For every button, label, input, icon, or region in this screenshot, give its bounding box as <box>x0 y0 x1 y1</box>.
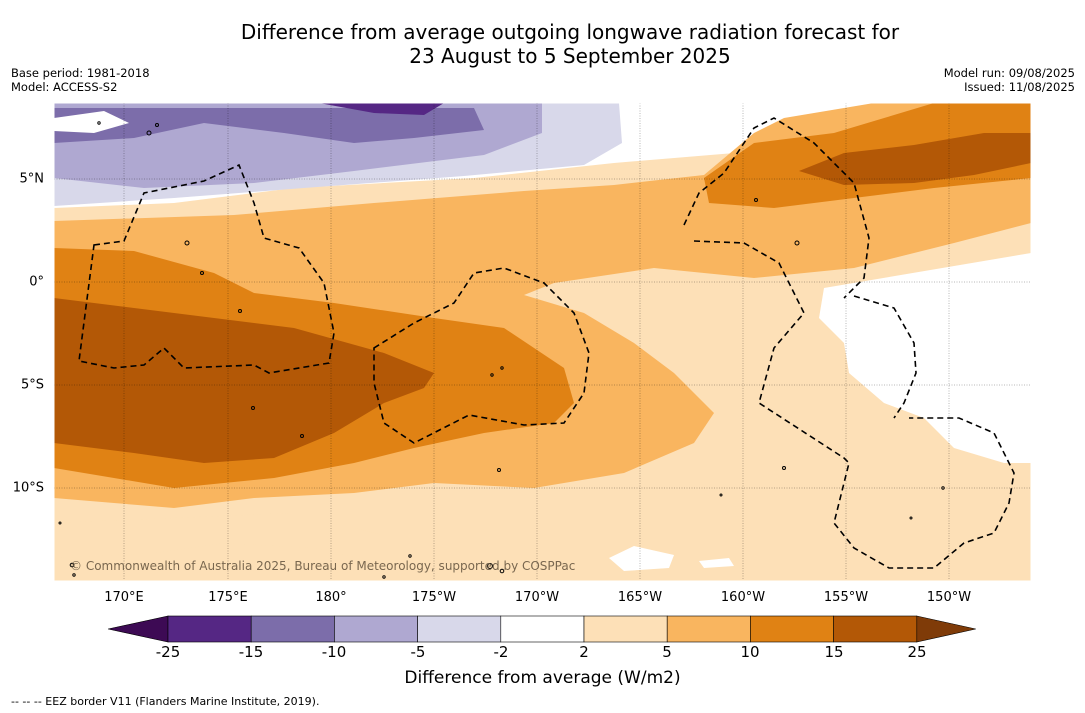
issued-date: Issued: 11/08/2025 <box>964 80 1075 94</box>
fill-level-15-25-west <box>54 298 434 463</box>
islands <box>58 121 945 579</box>
colorbar-title: Difference from average (W/m2) <box>404 668 681 688</box>
fill-neutral-south2 <box>699 558 734 568</box>
graticule <box>54 103 1031 581</box>
meta-right: Model run: 09/08/2025 Issued: 11/08/2025 <box>944 66 1075 94</box>
lon-label-165w: 165°W <box>617 590 663 605</box>
colorbar-arrow-low <box>108 615 169 643</box>
colorbar-segment <box>833 615 918 643</box>
lon-label-155w: 155°W <box>823 590 869 605</box>
lon-label-180: 180° <box>315 590 347 605</box>
colorbar-tick-5: 5 <box>662 643 672 661</box>
lat-label-10s: 10°S <box>12 480 44 496</box>
colorbar <box>108 615 976 643</box>
colorbar-segment <box>750 615 834 643</box>
lon-label-160w: 160°W <box>720 590 766 605</box>
fill-level-neg10-neg15 <box>54 108 484 143</box>
colorbar-tick-neg2: -2 <box>493 643 509 661</box>
model-run: Model run: 09/08/2025 <box>943 66 1075 80</box>
chart-title-line2: 23 August to 5 September 2025 <box>409 44 731 68</box>
chart-title: Difference from average outgoing longwav… <box>120 20 1020 68</box>
lon-label-170e: 170°E <box>104 590 144 605</box>
colorbar-tick-10: 10 <box>740 643 760 661</box>
colorbar-segment <box>666 615 751 643</box>
model-name: Model: ACCESS-S2 <box>11 80 118 94</box>
eez-footnote: -- -- -- EEZ border V11 (Flanders Marine… <box>11 695 320 708</box>
copyright-watermark: © Commonwealth of Australia 2025, Bureau… <box>70 559 576 573</box>
colorbar-tick-2: 2 <box>579 643 589 661</box>
eez-border-cook-north <box>683 117 870 299</box>
colorbar-tick-neg10: -10 <box>321 643 347 661</box>
eez-border-cook-east <box>853 295 917 419</box>
colorbar-tick-neg15: -15 <box>238 643 264 661</box>
colorbar-segment <box>500 615 585 643</box>
colorbar-segment <box>250 615 335 643</box>
anomaly-map <box>54 103 1031 581</box>
fill-neutral-topleft <box>54 111 129 133</box>
lat-label-5n: 5°N <box>19 171 45 187</box>
lon-label-175w: 175°W <box>411 590 457 605</box>
meta-left: Base period: 1981-2018 Model: ACCESS-S2 <box>11 66 150 94</box>
lon-label-170w: 170°W <box>514 590 560 605</box>
base-period: Base period: 1981-2018 <box>11 66 150 80</box>
eez-border-cook-mid <box>693 240 1015 569</box>
colorbar-tick-25: 25 <box>907 643 927 661</box>
colorbar-tick-neg5: -5 <box>410 643 426 661</box>
colorbar-segment <box>583 615 668 643</box>
fill-neutral-east <box>819 253 1031 463</box>
colorbar-segment <box>167 615 252 643</box>
lon-label-175e: 175°E <box>208 590 248 605</box>
eez-borders <box>78 117 1015 569</box>
colorbar-tick-15: 15 <box>824 643 844 661</box>
colorbar-segment <box>334 615 418 643</box>
colorbar-tick-neg25: -25 <box>155 643 181 661</box>
colorbar-arrow-high <box>916 615 976 643</box>
fill-neutral-south <box>609 546 674 571</box>
fill-level-neg15-neg25 <box>319 103 444 115</box>
chart-title-line1: Difference from average outgoing longwav… <box>240 20 900 44</box>
lat-label-0: 0° <box>29 274 44 290</box>
lat-label-5s: 5°S <box>20 377 44 393</box>
fill-level-15-25-northeast <box>799 133 1031 185</box>
eez-border-tuvalu <box>78 163 335 374</box>
colorbar-segment <box>417 615 502 643</box>
fill-level-2-5-south <box>54 513 414 563</box>
lon-label-150w: 150°W <box>926 590 972 605</box>
